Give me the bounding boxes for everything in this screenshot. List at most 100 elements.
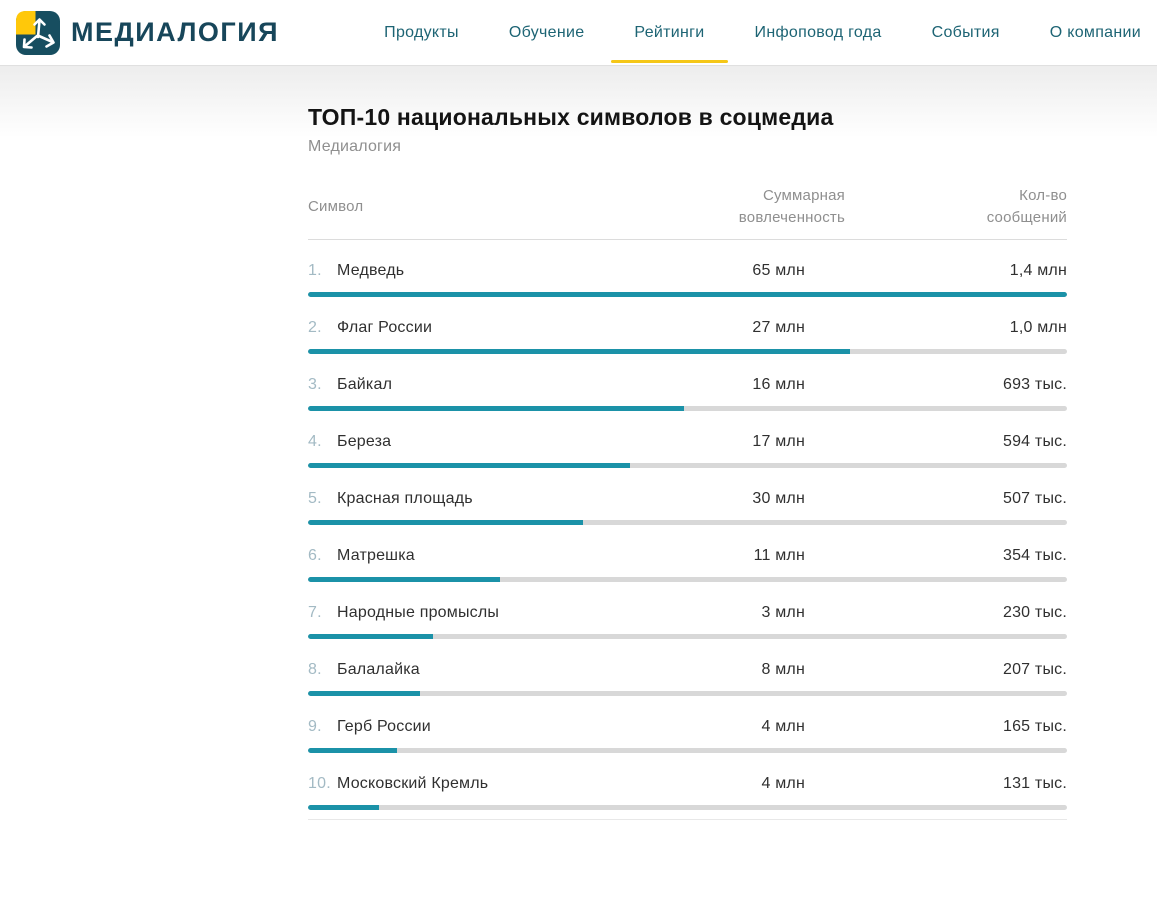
- table-row: 4. Береза 17 млн 594 тыс.: [308, 411, 1067, 468]
- engagement-value: 3 млн: [761, 604, 805, 621]
- table-row: 9. Герб России 4 млн 165 тыс.: [308, 696, 1067, 753]
- column-header-symbol: Символ: [308, 198, 364, 215]
- symbol-cell: 7. Народные промыслы: [308, 604, 605, 622]
- engagement-value: 11 млн: [753, 547, 805, 564]
- messages-value: 1,4 млн: [1009, 262, 1067, 279]
- engagement-value: 8 млн: [761, 661, 805, 678]
- nav-item-label: Инфоповод года: [754, 23, 882, 41]
- symbol-cell: 6. Матрешка: [308, 547, 605, 565]
- table-row: 10. Московский Кремль 4 млн 131 тыс.: [308, 753, 1067, 810]
- symbol-cell: 10. Московский Кремль: [308, 775, 605, 793]
- nav-item-label: Обучение: [508, 23, 585, 41]
- table-row: 1. Медведь 65 млн 1,4 млн: [308, 240, 1067, 297]
- symbol-cell: 4. Береза: [308, 433, 605, 451]
- messages-bar-track: [308, 292, 1067, 297]
- symbol-cell: 1. Медведь: [308, 262, 605, 280]
- symbol-cell: 2. Флаг России: [308, 319, 605, 337]
- nav-item-label: Рейтинги: [634, 23, 705, 41]
- table-row: 7. Народные промыслы 3 млн 230 тыс.: [308, 582, 1067, 639]
- messages-value: 207 тыс.: [1002, 661, 1067, 678]
- symbol-cell: 8. Балалайка: [308, 661, 605, 679]
- table-bottom-divider: [308, 819, 1067, 820]
- engagement-value: 16 млн: [752, 376, 805, 393]
- messages-bar-fill: [308, 634, 433, 639]
- nav-item-ratings[interactable]: Рейтинги: [611, 0, 728, 65]
- messages-bar-track: [308, 634, 1067, 639]
- header: МЕДИАЛОГИЯ Продукты Обучение Рейтинги Ин…: [0, 0, 1157, 65]
- messages-bar-track: [308, 406, 1067, 411]
- symbol-name: Байкал: [337, 376, 393, 393]
- messages-bar-track: [308, 748, 1067, 753]
- messages-value: 594 тыс.: [1002, 433, 1067, 450]
- messages-bar-track: [308, 463, 1067, 468]
- messages-value: 165 тыс.: [1002, 718, 1067, 735]
- table-row: 5. Красная площадь 30 млн 507 тыс.: [308, 468, 1067, 525]
- column-header-messages: Кол-во сообщений: [986, 187, 1067, 226]
- rating-table: Символ Суммарная вовлеченность Кол-во со…: [308, 185, 1067, 820]
- page-title: ТОП-10 национальных символов в соцмедиа: [308, 104, 834, 130]
- symbol-name: Московский Кремль: [337, 775, 489, 792]
- brand-logo[interactable]: МЕДИАЛОГИЯ: [16, 10, 280, 55]
- logo-icon: [16, 10, 60, 55]
- table-row: 2. Флаг России 27 млн 1,0 млн: [308, 297, 1067, 354]
- main-nav: Продукты Обучение Рейтинги Инфоповод год…: [384, 0, 1141, 65]
- messages-value: 693 тыс.: [1002, 376, 1067, 393]
- rank-number: 9.: [308, 718, 322, 735]
- messages-bar-fill: [308, 691, 421, 696]
- rating-page: ТОП-10 национальных символов в соцмедиа …: [308, 103, 1067, 820]
- rank-number: 8.: [308, 661, 322, 678]
- messages-bar-fill: [308, 292, 1067, 297]
- symbol-name: Береза: [337, 433, 392, 450]
- messages-value: 230 тыс.: [1002, 604, 1067, 621]
- symbol-cell: 3. Байкал: [308, 376, 605, 394]
- nav-item-about[interactable]: О компании: [1050, 0, 1141, 65]
- rank-number: 3.: [308, 376, 322, 393]
- engagement-value: 27 млн: [752, 319, 805, 336]
- symbol-name: Народные промыслы: [337, 604, 500, 621]
- page-subtitle: Медиалогия: [308, 138, 402, 155]
- nav-item-label: События: [931, 23, 1000, 41]
- messages-bar-track: [308, 691, 1067, 696]
- symbol-name: Медведь: [337, 262, 405, 279]
- messages-bar-fill: [308, 520, 583, 525]
- messages-value: 507 тыс.: [1002, 490, 1067, 507]
- symbol-cell: 9. Герб России: [308, 718, 605, 736]
- nav-item-label: Продукты: [384, 23, 459, 41]
- messages-value: 1,0 млн: [1009, 319, 1067, 336]
- rank-number: 1.: [308, 262, 322, 279]
- brand-wordmark: МЕДИАЛОГИЯ: [71, 17, 280, 47]
- nav-item-label: О компании: [1049, 23, 1141, 41]
- messages-bar-track: [308, 520, 1067, 525]
- engagement-value: 65 млн: [752, 262, 805, 279]
- messages-bar-fill: [308, 463, 631, 468]
- symbol-name: Красная площадь: [337, 490, 473, 507]
- messages-bar-fill: [308, 406, 684, 411]
- table-row: 6. Матрешка 11 млн 354 тыс.: [308, 525, 1067, 582]
- table-row: 3. Байкал 16 млн 693 тыс.: [308, 354, 1067, 411]
- engagement-value: 17 млн: [752, 433, 805, 450]
- nav-item-newsbreak[interactable]: Инфоповод года: [755, 0, 882, 65]
- symbol-name: Матрешка: [337, 547, 415, 564]
- rank-number: 10.: [308, 775, 331, 792]
- symbol-name: Герб России: [337, 718, 431, 735]
- page-background: ТОП-10 национальных символов в соцмедиа …: [0, 65, 1157, 919]
- messages-bar-fill: [308, 805, 380, 810]
- rank-number: 2.: [308, 319, 322, 336]
- messages-bar-fill: [308, 349, 851, 354]
- messages-bar-track: [308, 349, 1067, 354]
- table-body: 1. Медведь 65 млн 1,4 млн 2. Флаг России…: [308, 240, 1067, 810]
- nav-item-education[interactable]: Обучение: [509, 0, 585, 65]
- messages-bar-track: [308, 577, 1067, 582]
- rank-number: 4.: [308, 433, 322, 450]
- messages-bar-track: [308, 805, 1067, 810]
- engagement-value: 4 млн: [761, 718, 805, 735]
- messages-value: 131 тыс.: [1002, 775, 1067, 792]
- symbol-name: Флаг России: [337, 319, 433, 336]
- symbol-name: Балалайка: [337, 661, 420, 678]
- table-row: 8. Балалайка 8 млн 207 тыс.: [308, 639, 1067, 696]
- nav-item-products[interactable]: Продукты: [384, 0, 459, 65]
- nav-item-events[interactable]: События: [932, 0, 1000, 65]
- column-header-engagement: Суммарная вовлеченность: [738, 187, 845, 226]
- messages-bar-fill: [308, 748, 398, 753]
- engagement-value: 30 млн: [752, 490, 805, 507]
